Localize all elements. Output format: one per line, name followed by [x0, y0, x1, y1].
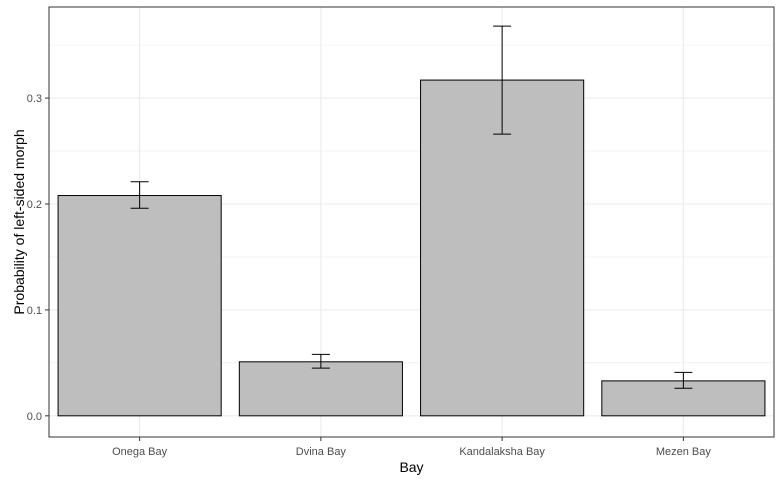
bar-onega-bay [57, 195, 222, 417]
bar-dvina-bay [238, 361, 403, 417]
y-tick-label: 0.3 [27, 93, 42, 105]
bar-kandalaksha-bay [420, 79, 585, 417]
y-axis-title: Probability of left-sided morph [11, 129, 27, 314]
x-tick-label: Kandalaksha Bay [459, 446, 545, 458]
bars [57, 79, 766, 417]
y-axis: 0.0 0.1 0.2 0.3 [27, 93, 49, 423]
x-tick-label: Mezen Bay [656, 446, 712, 458]
y-tick-label: 0.0 [27, 411, 42, 423]
error-bars [130, 25, 693, 389]
x-axis: Onega Bay Dvina Bay Kandalaksha Bay Mezen B… [112, 437, 711, 458]
panel-border [48, 6, 775, 438]
error-bar [493, 25, 512, 135]
error-bar [311, 353, 330, 369]
error-bar [130, 181, 149, 209]
y-tick-label: 0.2 [27, 199, 42, 211]
x-tick-label: Dvina Bay [296, 446, 347, 458]
x-tick-label: Onega Bay [112, 446, 168, 458]
error-bar [674, 371, 693, 389]
y-tick-label: 0.1 [27, 305, 42, 317]
x-axis-title: Bay [399, 459, 423, 475]
